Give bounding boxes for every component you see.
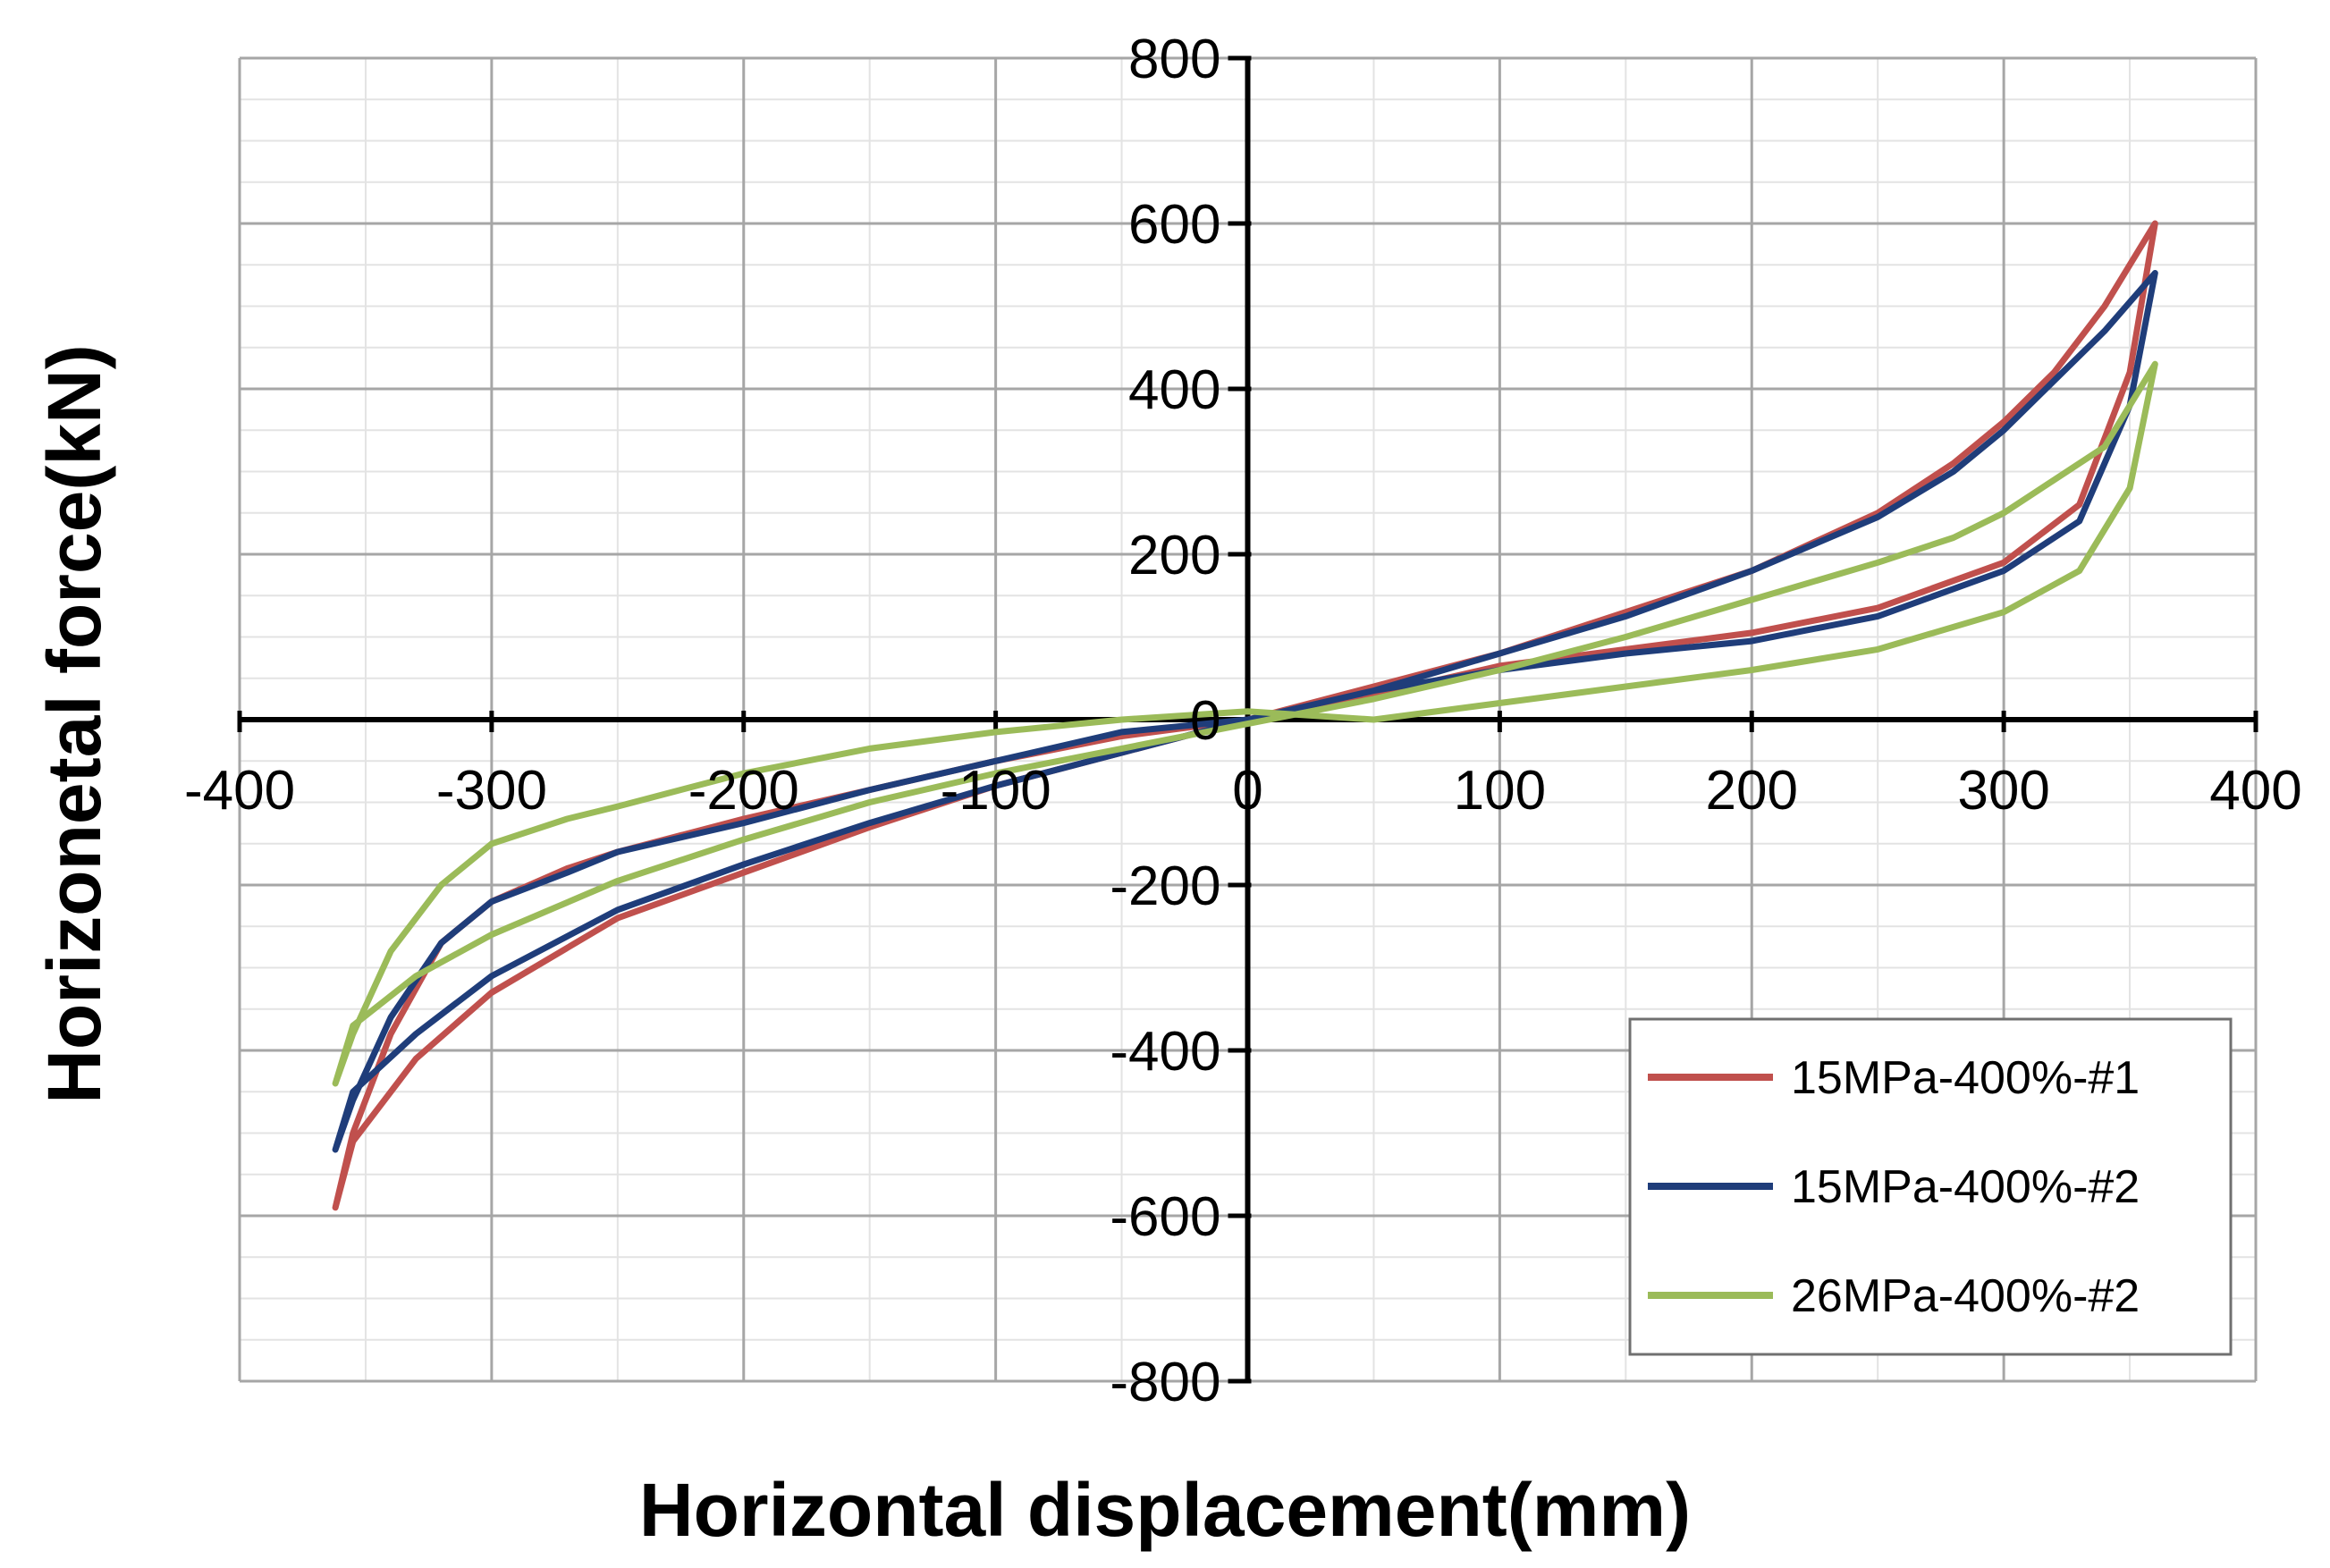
legend-label-3: 26MPa-400%-#2 [1791,1270,2140,1322]
x-tick-label: 400 [2209,760,2301,822]
y-tick-label: -600 [1110,1186,1220,1248]
x-axis-title: Horizontal displacement(mm) [639,1468,1691,1552]
y-tick-label: 400 [1128,359,1220,421]
y-tick-labels: -800 -600 -400 -200 0 200 400 600 800 [1110,29,1220,1413]
x-tick-label: 300 [1957,760,2049,822]
legend-label-1: 15MPa-400%-#1 [1791,1052,2140,1104]
legend-items: 15MPa-400%-#1 15MPa-400%-#2 26MPa-400%-#2 [1648,1052,2140,1322]
x-tick-label: -300 [436,760,547,822]
y-tick-label: -800 [1110,1352,1220,1413]
series-line-2 [332,270,2158,1153]
x-tick-label: 0 [1232,760,1262,822]
legend: 15MPa-400%-#1 15MPa-400%-#2 26MPa-400%-#2 [1628,1017,2233,1356]
y-tick-label: 0 [1190,690,1220,752]
x-tick-label: -400 [184,760,295,822]
x-tick-labels: -400 -300 -200 -100 0 100 200 300 400 [184,760,2302,822]
y-tick-label: -200 [1110,856,1220,917]
y-tick-label: 800 [1128,29,1220,90]
x-tick-label: 100 [1454,760,1546,822]
legend-label-2: 15MPa-400%-#2 [1791,1161,2140,1213]
x-tick-label: 200 [1706,760,1798,822]
y-tick-label: 600 [1128,194,1220,256]
series-layer [332,220,2158,1211]
series-line-3 [332,360,2158,1087]
y-tick-label: -400 [1110,1021,1220,1083]
x-tick-label: -200 [688,760,799,822]
y-tick-label: 200 [1128,525,1220,586]
y-axis-title: Horizonetal force(kN) [32,344,116,1103]
x-tick-label: -100 [941,760,1051,822]
